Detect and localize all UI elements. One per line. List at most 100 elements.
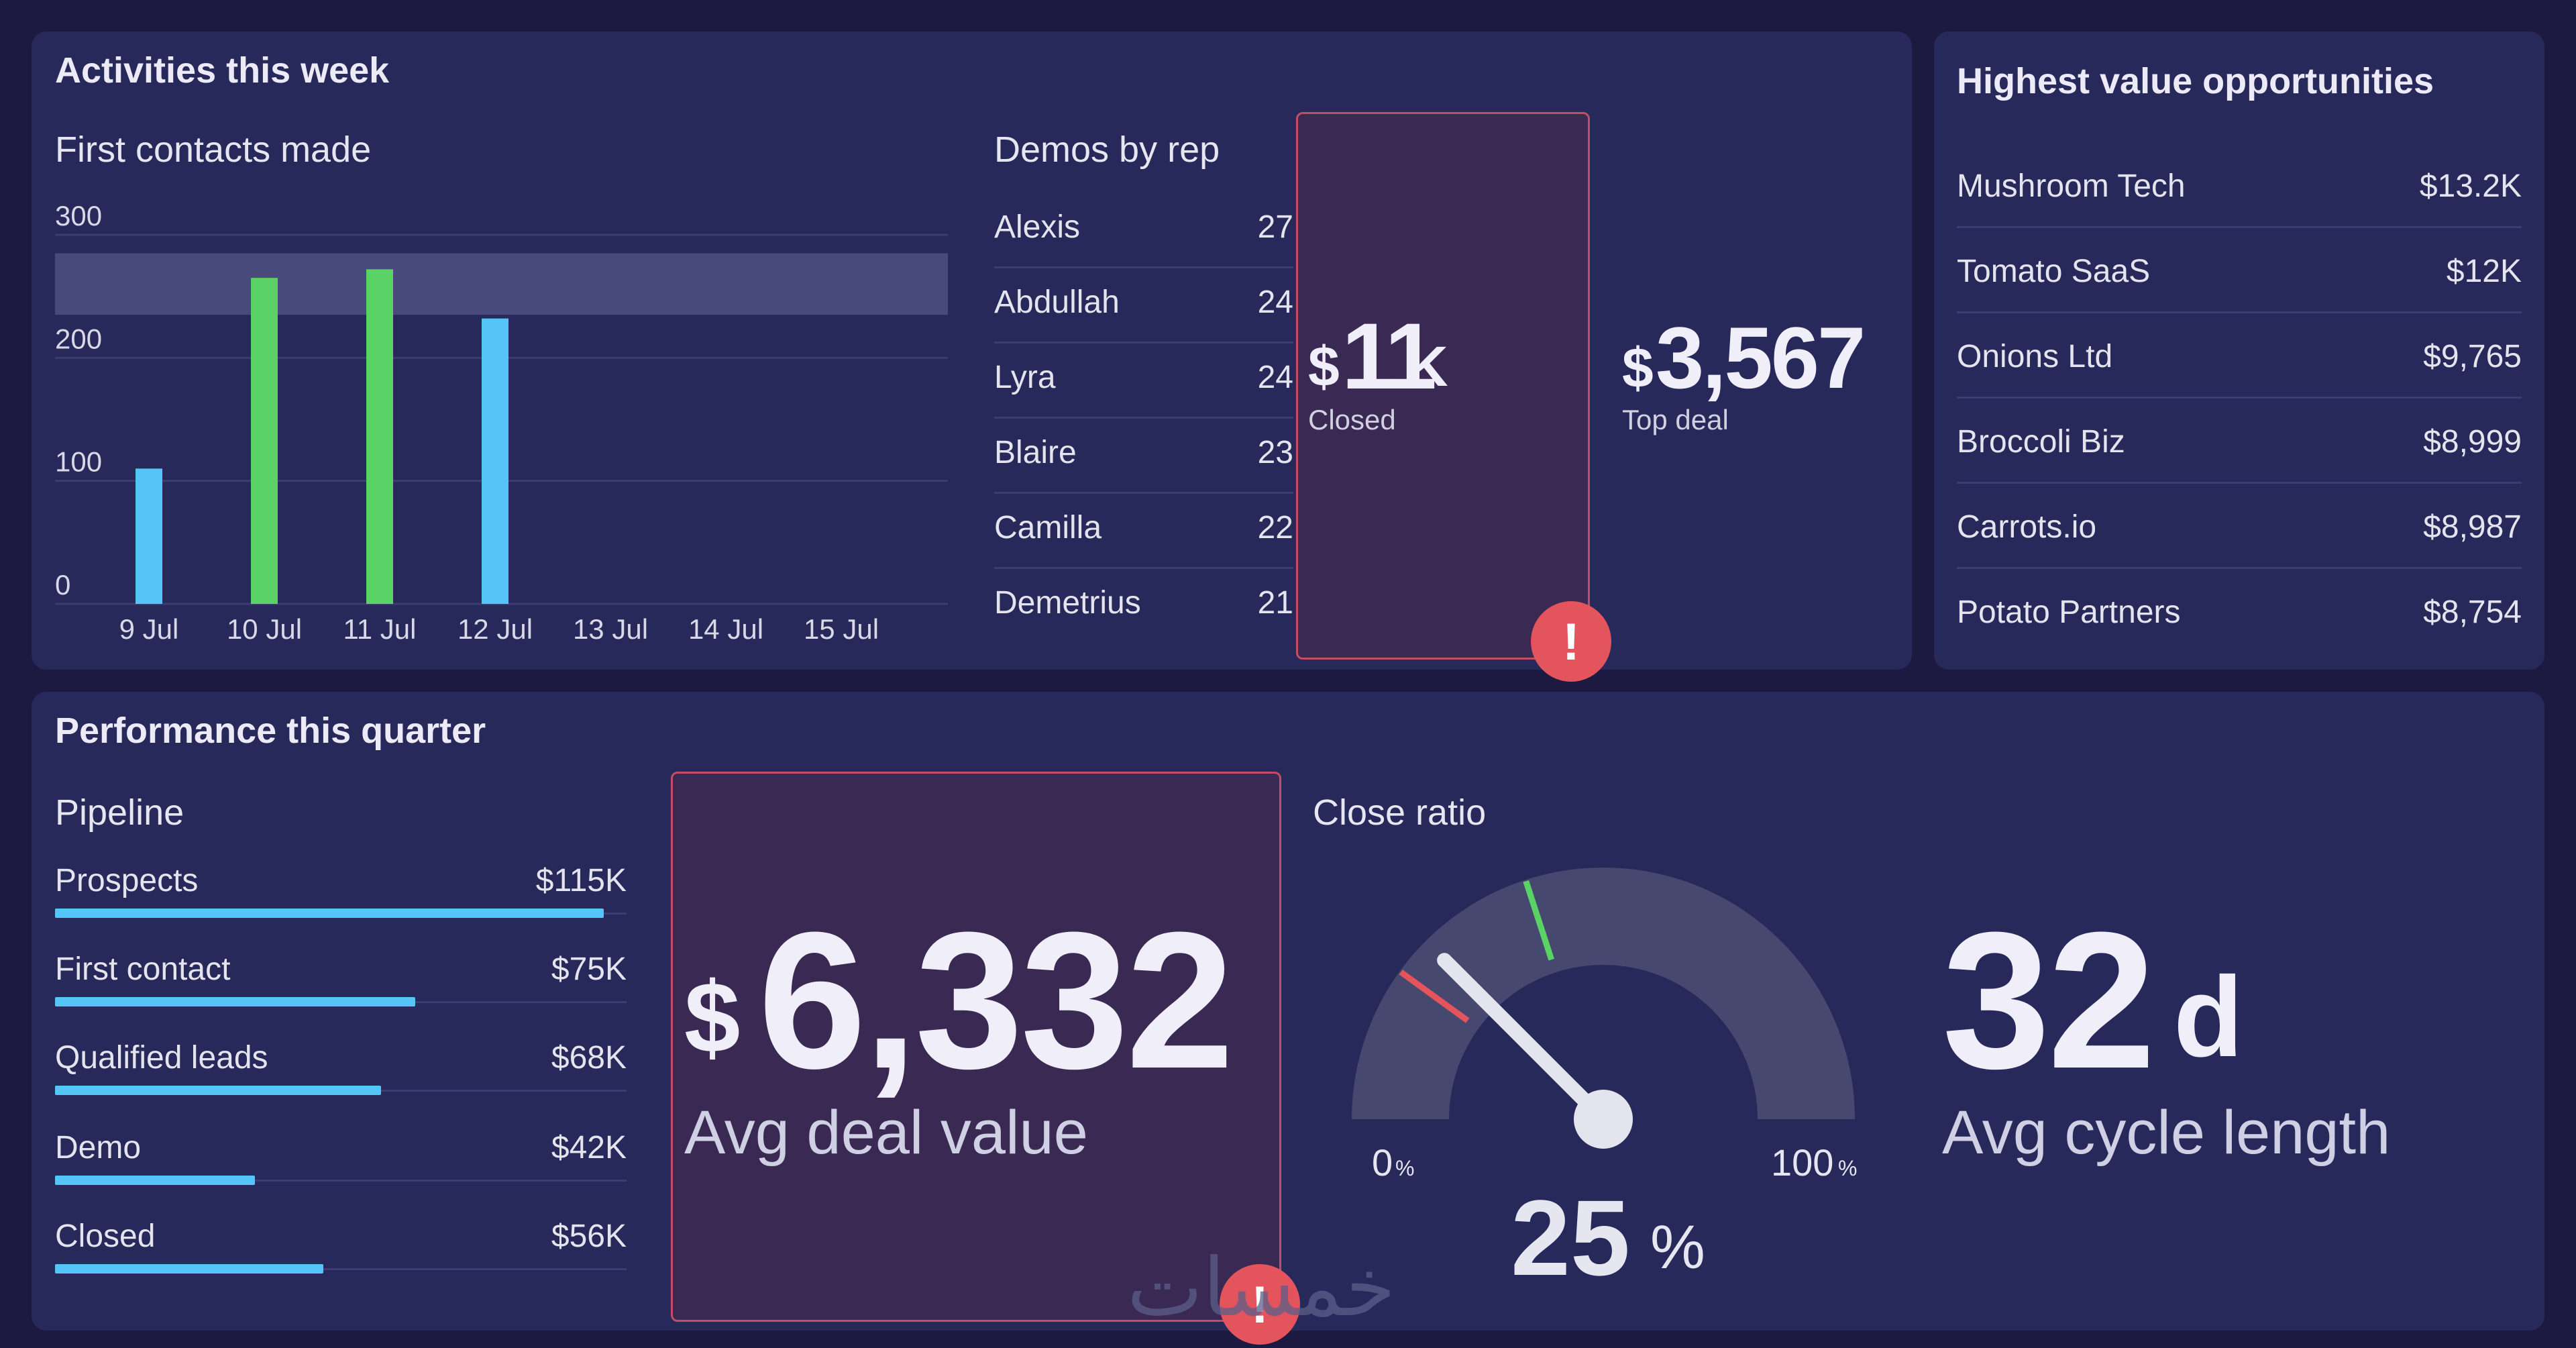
bar xyxy=(482,318,508,604)
pipeline-row: Closed $56K xyxy=(55,1218,627,1306)
closed-suffix: K xyxy=(1407,335,1448,398)
opportunity-name: Mushroom Tech xyxy=(1957,168,2186,204)
activities-panel xyxy=(32,32,1912,670)
pipeline-title: Pipeline xyxy=(55,792,184,833)
pipeline-bar xyxy=(55,909,604,918)
y-tick-label: 200 xyxy=(55,323,102,354)
demo-row: Demetrius 21 xyxy=(994,567,1293,642)
alert-icon[interactable]: ! xyxy=(1220,1264,1300,1345)
x-tick-label: 11 Jul xyxy=(343,613,417,645)
pipeline-track xyxy=(55,1176,627,1185)
cycle-label: Avg cycle length xyxy=(1942,1098,2391,1167)
activities-title: Activities this week xyxy=(55,50,390,91)
pipeline-bar xyxy=(55,1176,256,1185)
rep-count: 24 xyxy=(1257,284,1293,320)
pipeline-bar xyxy=(55,1264,324,1274)
rep-name: Abdullah xyxy=(994,284,1120,320)
opportunity-value: $12K xyxy=(2446,254,2522,289)
opportunity-name: Tomato SaaS xyxy=(1957,254,2151,289)
pipeline-bar xyxy=(55,1086,381,1095)
contacts-chart: 0 100 200 300 9 Jul 10 Jul 11 Jul 12 Jul 13 Jul 1… xyxy=(55,200,948,645)
rep-count: 27 xyxy=(1257,209,1293,245)
pipeline-track xyxy=(55,909,627,918)
pipeline-track xyxy=(55,1086,627,1095)
x-tick-label: 15 Jul xyxy=(804,613,879,645)
x-tick-label: 9 Jul xyxy=(119,613,179,645)
pipeline-row: Qualified leads $68K xyxy=(55,1039,627,1128)
rep-name: Blaire xyxy=(994,435,1077,470)
opportunity-row[interactable]: Potato Partners $8,754 xyxy=(1957,567,2522,652)
cycle-value: 32 xyxy=(1942,892,2156,1109)
pipeline-bar xyxy=(55,997,415,1006)
y-tick-label: 0 xyxy=(55,569,70,601)
x-tick-label: 14 Jul xyxy=(688,613,763,645)
pipeline-label: Demo xyxy=(55,1130,142,1165)
demo-row: Lyra 24 xyxy=(994,342,1293,419)
pipeline-track xyxy=(55,1264,627,1274)
opportunity-name: Broccoli Biz xyxy=(1957,424,2125,460)
alert-icon[interactable]: ! xyxy=(1531,601,1611,682)
y-tick-label: 100 xyxy=(55,446,102,478)
avg-deal-label: Avg deal value xyxy=(684,1098,1088,1167)
avg-deal-value: 6,332 xyxy=(758,892,1234,1109)
pipeline-row: Demo $42K xyxy=(55,1129,627,1218)
performance-panel xyxy=(32,692,2544,1331)
rep-count: 21 xyxy=(1257,585,1293,621)
avg-deal-card[interactable] xyxy=(671,772,1281,1322)
x-tick-label: 10 Jul xyxy=(227,613,302,645)
opportunity-row[interactable]: Mushroom Tech $13.2K xyxy=(1957,141,2522,228)
closed-value: 11 xyxy=(1342,303,1437,409)
opportunity-row[interactable]: Tomato SaaS $12K xyxy=(1957,226,2522,313)
demo-row: Camilla 22 xyxy=(994,492,1293,569)
bar xyxy=(366,269,393,604)
bar xyxy=(251,278,278,604)
opportunity-name: Potato Partners xyxy=(1957,594,2181,630)
opportunity-value: $13.2K xyxy=(2419,168,2522,204)
demos-title: Demos by rep xyxy=(994,129,1220,170)
rep-name: Lyra xyxy=(994,360,1056,395)
performance-title: Performance this quarter xyxy=(55,711,486,751)
watermark: خمسات xyxy=(1127,1241,1396,1335)
pipeline-value: $115K xyxy=(535,863,627,898)
rep-count: 23 xyxy=(1257,435,1293,470)
opportunity-name: Carrots.io xyxy=(1957,509,2097,545)
opportunities-panel xyxy=(1934,32,2544,670)
demo-row: Abdullah 24 xyxy=(994,266,1293,344)
pipeline-row: Prospects $115K xyxy=(55,862,627,951)
pipeline-value: $56K xyxy=(551,1219,627,1254)
top-deal-currency: $ xyxy=(1622,336,1654,399)
opportunities-title: Highest value opportunities xyxy=(1957,61,2434,101)
top-deal-value: 3,567 xyxy=(1656,309,1866,407)
pipeline-track xyxy=(55,997,627,1006)
pipeline-value: $42K xyxy=(551,1130,627,1165)
close-ratio-title: Close ratio xyxy=(1313,792,1487,833)
pipeline-value: $75K xyxy=(551,951,627,987)
pipeline-label: Qualified leads xyxy=(55,1040,268,1076)
pipeline-label: Prospects xyxy=(55,863,199,898)
opportunity-name: Onions Ltd xyxy=(1957,339,2113,374)
rep-name: Demetrius xyxy=(994,585,1141,621)
rep-count: 22 xyxy=(1257,510,1293,546)
closed-card[interactable] xyxy=(1296,112,1590,660)
pipeline-row: First contact $75K xyxy=(55,951,627,1039)
pipeline-label: First contact xyxy=(55,951,231,987)
rep-name: Camilla xyxy=(994,510,1102,546)
pipeline-value: $68K xyxy=(551,1040,627,1076)
demo-row: Alexis 27 xyxy=(994,191,1293,268)
closed-currency: $ xyxy=(1308,335,1340,398)
opportunity-value: $8,987 xyxy=(2423,509,2522,545)
x-tick-label: 12 Jul xyxy=(458,613,533,645)
y-tick-label: 300 xyxy=(55,200,102,231)
rep-name: Alexis xyxy=(994,209,1081,245)
bar xyxy=(136,468,162,604)
avg-deal-currency: $ xyxy=(684,961,741,1074)
opportunity-row[interactable]: Carrots.io $8,987 xyxy=(1957,482,2522,569)
opportunity-row[interactable]: Broccoli Biz $8,999 xyxy=(1957,397,2522,484)
target-band xyxy=(55,253,948,315)
pipeline-label: Closed xyxy=(55,1219,156,1254)
opportunity-row[interactable]: Onions Ltd $9,765 xyxy=(1957,311,2522,399)
cycle-unit: d xyxy=(2174,953,2243,1081)
closed-label: Closed xyxy=(1308,404,1396,435)
demo-row: Blaire 23 xyxy=(994,417,1293,494)
contacts-chart-title: First contacts made xyxy=(55,129,372,170)
